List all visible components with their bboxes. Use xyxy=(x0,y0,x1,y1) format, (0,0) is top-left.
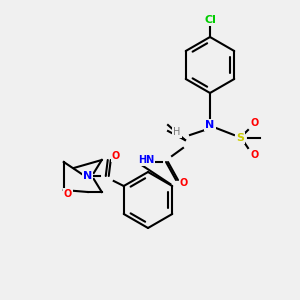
Text: HN: HN xyxy=(138,155,154,165)
Text: O: O xyxy=(251,150,259,160)
Text: S: S xyxy=(236,133,244,143)
Text: O: O xyxy=(64,189,72,199)
Text: N: N xyxy=(206,120,214,130)
Text: O: O xyxy=(180,178,188,188)
Text: N: N xyxy=(83,171,92,181)
Text: H: H xyxy=(173,127,181,137)
Text: O: O xyxy=(112,151,120,161)
Text: O: O xyxy=(251,118,259,128)
Text: Cl: Cl xyxy=(204,15,216,25)
